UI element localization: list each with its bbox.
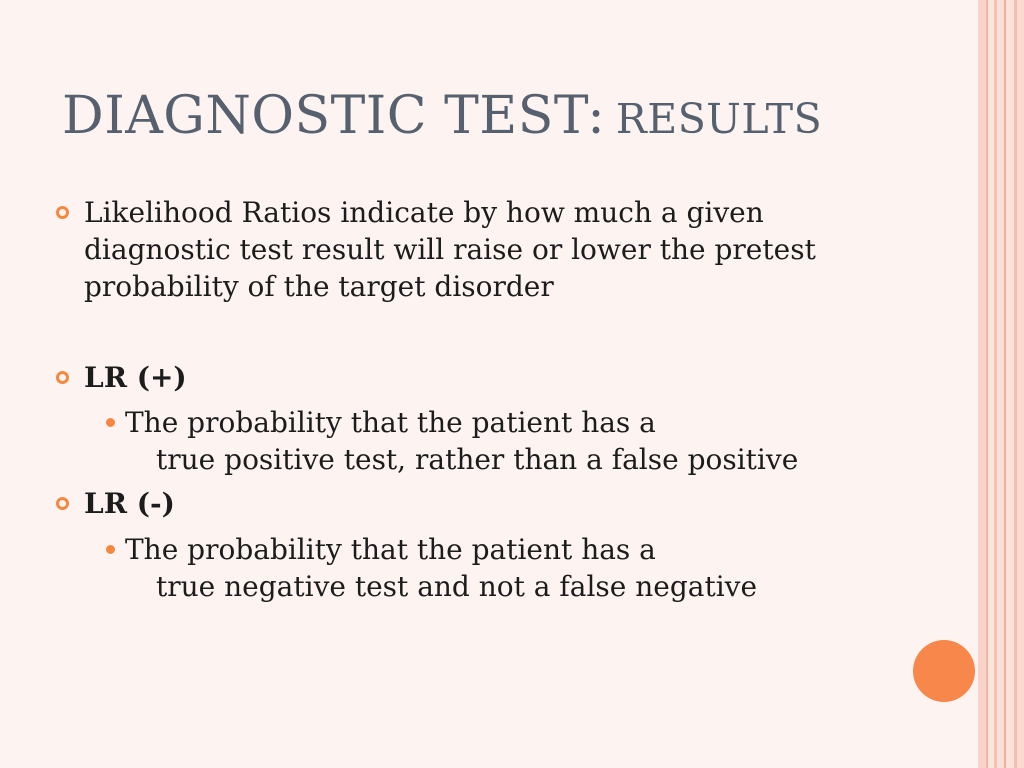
sub-bullet-line: true negative test and not a false negat…	[156, 570, 758, 603]
stripe	[997, 0, 1004, 768]
decorative-circle	[913, 640, 975, 702]
sub-bullet-lr-positive: The probability that the patient has a t…	[125, 404, 798, 478]
page-title: DIAGNOSTIC TEST: RESULTS	[62, 86, 822, 146]
stripe	[978, 0, 986, 768]
stripe	[994, 0, 997, 768]
bullet-line: Likelihood Ratios indicate by how much a…	[84, 196, 764, 229]
stripe	[988, 0, 994, 768]
sub-bullet-lr-negative: The probability that the patient has a t…	[125, 531, 757, 605]
stripe	[1004, 0, 1006, 768]
bullet-ring-icon	[56, 497, 69, 510]
stripe	[1017, 0, 1024, 768]
sub-bullet-dot-icon	[106, 545, 115, 554]
sub-bullet-line: The probability that the patient has a	[125, 533, 656, 566]
title-main: DIAGNOSTIC TEST:	[62, 86, 606, 146]
slide-background	[8, 0, 978, 768]
sub-bullet-dot-icon	[106, 418, 115, 427]
bullet-likelihood-ratios: Likelihood Ratios indicate by how much a…	[84, 194, 816, 305]
stripe	[986, 0, 988, 768]
bullet-lr-positive: LR (+)	[84, 361, 187, 394]
stripe	[1006, 0, 1014, 768]
bullet-line: probability of the target disorder	[84, 270, 554, 303]
sub-bullet-line: The probability that the patient has a	[125, 406, 656, 439]
stripe	[1014, 0, 1017, 768]
bullet-ring-icon	[56, 371, 69, 384]
bullet-lr-negative: LR (-)	[84, 487, 175, 520]
left-border	[0, 0, 9, 768]
title-sub: RESULTS	[615, 95, 823, 143]
sub-bullet-line: true positive test, rather than a false …	[156, 443, 799, 476]
bullet-ring-icon	[56, 206, 69, 219]
bullet-line: diagnostic test result will raise or low…	[84, 233, 816, 266]
